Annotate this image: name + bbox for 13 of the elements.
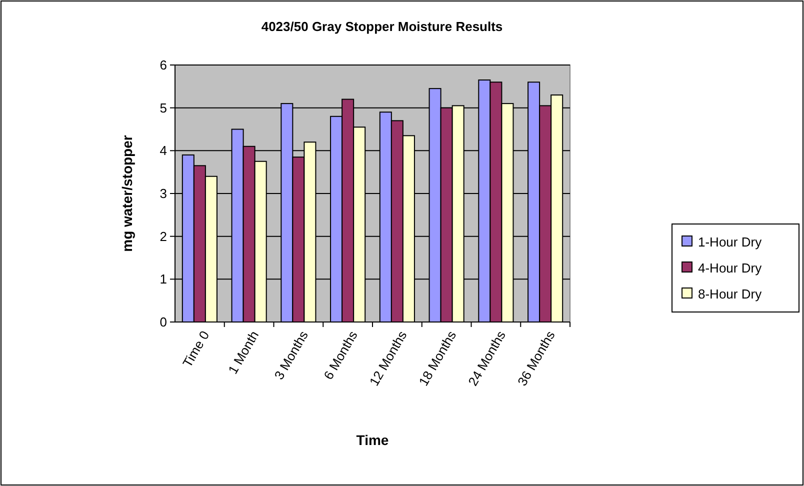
- y-tick-label: 3: [160, 186, 167, 202]
- legend-label: 4-Hour Dry: [698, 260, 762, 276]
- x-axis-title: Time: [356, 432, 389, 448]
- y-tick-label: 4: [160, 143, 167, 158]
- y-axis-title: mg water/stopper: [119, 134, 135, 252]
- legend-label: 1-Hour Dry: [698, 234, 762, 250]
- y-tick-label: 5: [160, 100, 167, 116]
- y-tick-label: 6: [160, 58, 167, 73]
- y-tick-label: 0: [160, 314, 167, 330]
- chart-title: 4023/50 Gray Stopper Moisture Results: [261, 19, 503, 34]
- legend-label: 8-Hour Dry: [698, 286, 762, 302]
- y-tick-label: 2: [160, 228, 167, 244]
- y-tick-label: 1: [160, 272, 167, 287]
